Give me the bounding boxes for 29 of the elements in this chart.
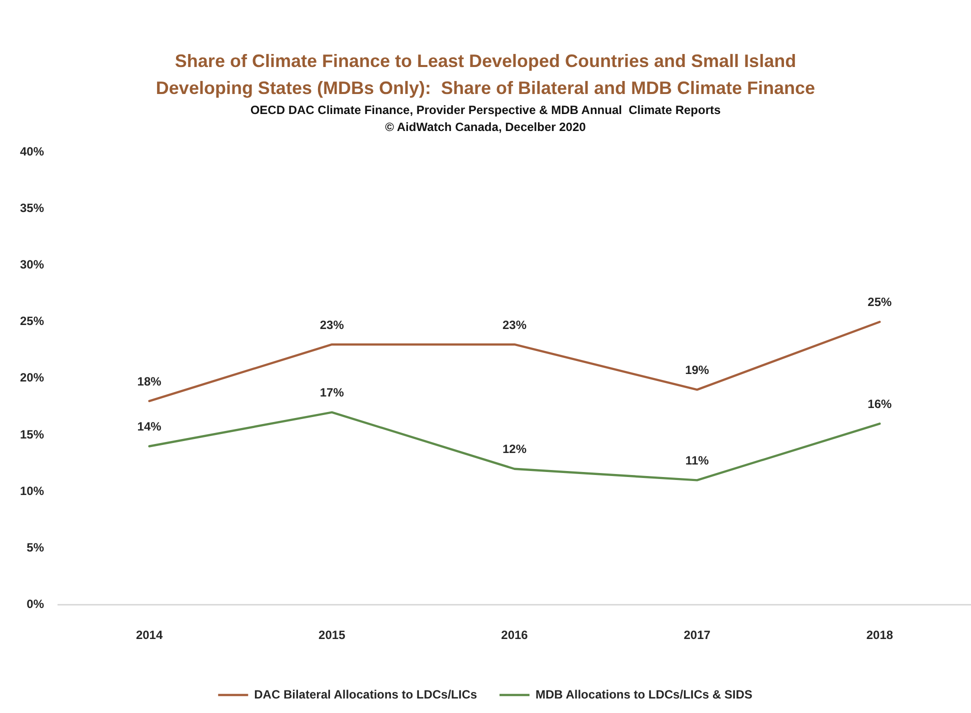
x-tick-label: 2014 <box>136 628 163 642</box>
x-tick-label: 2018 <box>866 628 894 642</box>
chart-subtitle: OECD DAC Climate Finance, Provider Perspective & MDB Annual Climate Reports <box>249 102 722 119</box>
y-tick-label: 40% <box>20 144 44 159</box>
y-tick-label: 15% <box>20 427 44 442</box>
data-label: 11% <box>685 454 710 468</box>
data-label: 12% <box>502 442 527 456</box>
data-label: 23% <box>502 318 527 332</box>
y-tick-label: 30% <box>20 258 44 272</box>
data-label: 23% <box>320 318 344 332</box>
y-tick-label: 5% <box>26 540 44 554</box>
y-tick-label: 35% <box>20 201 44 216</box>
data-label: 16% <box>868 396 892 411</box>
x-tick-label: 2017 <box>684 628 711 642</box>
data-label: 19% <box>685 363 710 378</box>
legend-label: DAC Bilateral Allocations to LDCs/LICs <box>254 687 478 702</box>
x-tick-label: 2015 <box>318 628 346 642</box>
y-tick-label: 20% <box>20 370 44 385</box>
data-label: 25% <box>868 295 892 310</box>
y-tick-label: 10% <box>20 484 44 498</box>
data-label: 14% <box>137 420 162 434</box>
y-tick-label: 0% <box>26 596 44 611</box>
data-label: 17% <box>320 386 344 400</box>
chart-title: Share of Climate Finance to Least Developed Countries and Small Island Developing States (MDBs Only): Share of Bilateral and MDB Climate Finance <box>154 50 816 100</box>
text: © AidWatch Canada, Decelber 2020 <box>384 119 587 136</box>
legend-label: MDB Allocations to LDCs/LICs & SIDS <box>536 687 752 702</box>
data-label: 18% <box>137 374 162 388</box>
x-tick-label: 2016 <box>501 628 528 642</box>
y-tick-label: 25% <box>20 314 44 328</box>
